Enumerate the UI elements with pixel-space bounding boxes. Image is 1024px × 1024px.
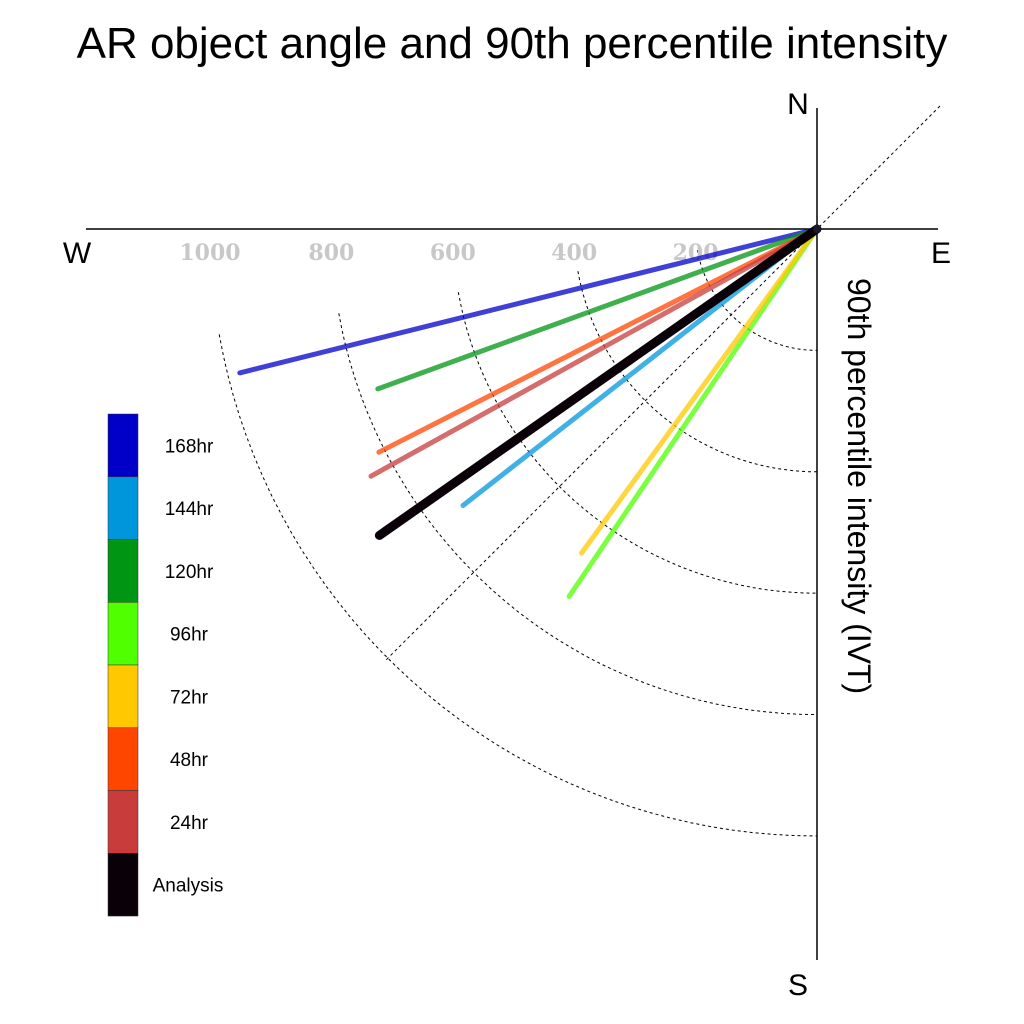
vector-120hr bbox=[375, 226, 820, 392]
vector-analysis bbox=[374, 224, 822, 540]
y-axis-label: 90th percentile intensity (IVT) bbox=[841, 278, 877, 694]
legend-swatch-analysis bbox=[107, 853, 139, 917]
legend-label-72hr: 72hr bbox=[170, 687, 209, 708]
grid-arc-1 bbox=[696, 249, 818, 351]
legend-swatch-48hr bbox=[107, 727, 139, 791]
legend-label-48hr: 48hr bbox=[170, 750, 209, 771]
tick-label: 400 bbox=[551, 240, 597, 266]
compass-south: S bbox=[788, 969, 808, 1002]
legend-swatch-144hr bbox=[107, 476, 139, 540]
vector-24hr bbox=[368, 226, 820, 479]
legend-swatch-120hr bbox=[107, 539, 139, 603]
legend-label-168hr: 168hr bbox=[165, 436, 214, 457]
grid-arc-3 bbox=[457, 292, 818, 594]
vector-96hr bbox=[566, 226, 820, 599]
compass-north: N bbox=[787, 88, 809, 121]
legend-label-96hr: 96hr bbox=[170, 625, 209, 646]
tick-label: 600 bbox=[430, 240, 476, 266]
legend-swatch-24hr bbox=[107, 790, 139, 854]
compass-west: W bbox=[63, 237, 92, 270]
legend: 168hr 144hr 120hr 96hr 72hr 48hr 24hr Analysis bbox=[107, 413, 224, 917]
compass-east: E bbox=[931, 237, 951, 270]
grid-arc-2 bbox=[577, 271, 818, 473]
legend-label-144hr: 144hr bbox=[165, 499, 214, 520]
legend-swatch-72hr bbox=[107, 664, 139, 728]
tick-label: 1000 bbox=[179, 240, 240, 266]
grid-arc-5 bbox=[218, 334, 818, 837]
vector-168hr bbox=[237, 226, 820, 376]
vector-72hr bbox=[579, 226, 820, 556]
chart-title: AR object angle and 90th percentile inte… bbox=[77, 19, 948, 68]
legend-label-analysis: Analysis bbox=[153, 876, 224, 897]
grid-arc-4 bbox=[338, 313, 818, 716]
legend-swatch-96hr bbox=[107, 602, 139, 666]
polar-grid bbox=[218, 249, 818, 837]
series-vectors bbox=[237, 224, 822, 599]
legend-swatch-168hr bbox=[107, 413, 139, 477]
origin-point bbox=[813, 225, 821, 233]
diagonal-reference bbox=[384, 105, 941, 662]
tick-label: 800 bbox=[308, 240, 354, 266]
legend-label-24hr: 24hr bbox=[170, 813, 209, 834]
legend-label-120hr: 120hr bbox=[165, 562, 214, 583]
vector-48hr bbox=[376, 226, 820, 455]
